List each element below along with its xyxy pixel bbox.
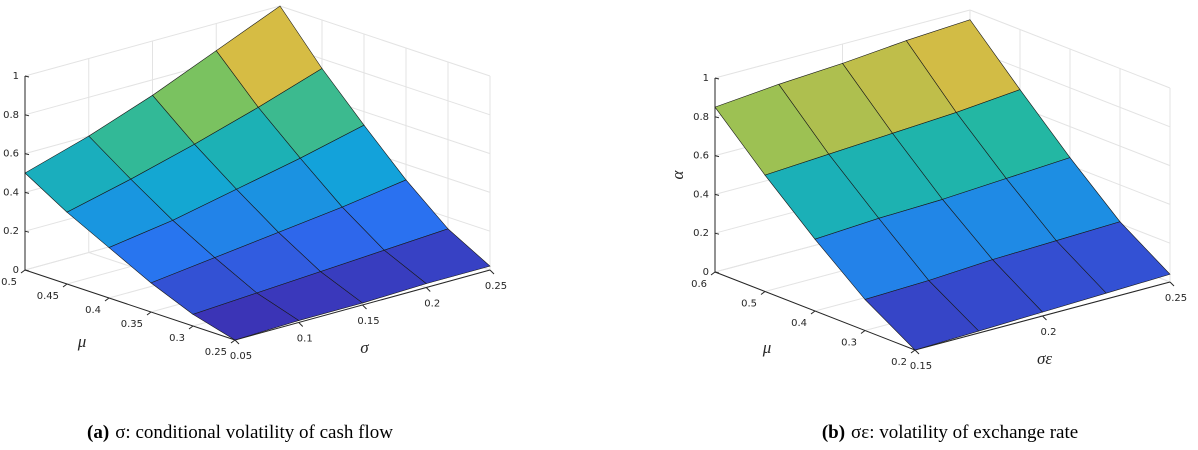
x-tick [425,287,431,292]
caption-text: σ: conditional volatility of cash flow [115,422,393,443]
z-tick [714,232,720,235]
caption: (a) σ: conditional volatility of cash flo… [87,422,393,443]
x-tick-label: 0.2 [424,299,440,310]
z-tick-label: 0.4 [3,187,19,198]
z-axis-label: α [668,169,687,179]
z-tick [714,193,720,196]
x-tick-label: 0.25 [1165,293,1187,304]
z-tick [24,114,30,117]
z-tick-label: 0.2 [693,228,709,239]
x-axis-label: σε [1037,349,1052,368]
y-tick-label: 0.6 [691,279,707,290]
y-tick [910,349,916,354]
y-tick-label: 0.5 [741,299,757,310]
grid-line [279,44,491,116]
grid-line [714,9,971,79]
x-tick-label: 0.15 [910,361,932,372]
z-tick [24,75,30,78]
z-tick [714,155,720,158]
y-axis [24,269,236,341]
x-tick [362,304,367,310]
caption-label: (a) [87,422,109,443]
caption: (b) σε: volatility of exchange rate [822,422,1078,443]
x-tick [489,269,495,275]
z-tick [24,153,30,156]
x-tick [234,339,240,345]
y-tick-label: 0.25 [205,347,227,358]
y-axis-label: μ [77,332,87,351]
z-tick-label: 0 [703,267,709,278]
y-tick-label: 0.3 [169,333,185,344]
z-tick-label: 1 [13,71,19,82]
surface-chart: 0.050.10.150.20.250.250.30.350.40.450.50… [1,5,507,443]
y-tick-label: 0.4 [791,318,807,329]
x-axis-label: σ [360,338,369,357]
surface-patch [864,280,980,351]
z-tick-label: 0.8 [693,112,709,123]
z-tick-label: 0.4 [693,189,709,200]
grid-line [969,48,1171,128]
grid-line [24,5,281,77]
caption-text: σε: volatility of exchange rate [851,422,1078,443]
y-axis-label: μ [762,338,772,357]
y-tick-label: 0.2 [891,357,907,368]
x-tick [1042,315,1047,321]
grid-line [279,5,491,77]
z-tick [24,191,30,194]
z-tick-label: 0.8 [3,110,19,121]
y-tick [230,339,236,344]
z-tick-label: 0.6 [693,151,709,162]
y-tick [860,330,866,334]
z-tick-label: 1 [703,73,709,84]
y-tick [146,311,152,316]
x-tick [914,349,920,355]
y-tick-label: 0.5 [1,277,17,288]
x-tick [298,322,304,327]
y-tick [188,325,194,330]
z-tick-label: 0 [13,265,19,276]
y-tick-label: 0.45 [37,291,59,302]
z-tick [714,271,720,274]
x-tick-label: 0.15 [357,316,379,327]
z-tick [24,230,30,233]
grid-line [969,9,1171,89]
z-tick [24,269,30,272]
y-tick [104,297,110,302]
y-tick-label: 0.3 [841,338,857,349]
z-tick [714,77,720,80]
y-tick [710,271,716,276]
surface-patch [192,292,300,341]
x-tick-label: 0.25 [485,281,507,292]
caption-label: (b) [822,422,845,443]
y-tick-label: 0.4 [85,305,101,316]
x-tick [1169,281,1175,287]
z-tick-label: 0.6 [3,149,19,160]
y-tick [20,269,26,274]
y-tick [760,291,766,295]
z-tick [714,116,720,119]
z-tick-label: 0.2 [3,226,19,237]
y-tick-label: 0.35 [121,319,143,330]
x-tick-label: 0.05 [230,351,252,362]
x-tick-label: 0.1 [297,334,313,345]
x-tick-label: 0.2 [1041,327,1057,338]
y-tick [62,283,68,288]
y-tick [810,310,816,315]
surface-chart: 0.150.20.250.20.30.40.50.600.20.40.60.81… [668,9,1187,443]
